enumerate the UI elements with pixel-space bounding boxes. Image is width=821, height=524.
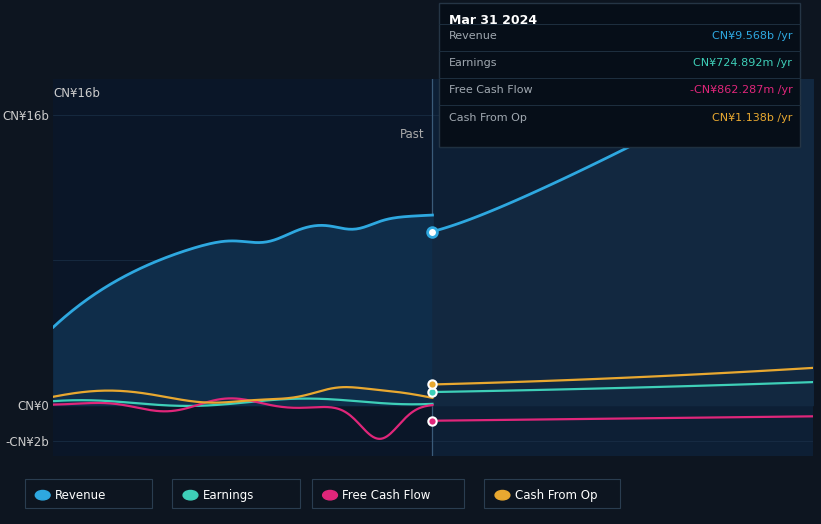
Text: Revenue: Revenue bbox=[55, 489, 107, 501]
Bar bbox=[433, 79, 813, 456]
Text: Free Cash Flow: Free Cash Flow bbox=[449, 85, 533, 95]
Text: Revenue: Revenue bbox=[449, 31, 498, 41]
Text: -CN¥862.287m /yr: -CN¥862.287m /yr bbox=[690, 85, 792, 95]
Text: Earnings: Earnings bbox=[203, 489, 255, 501]
Text: Analysts Forecasts: Analysts Forecasts bbox=[443, 127, 553, 140]
Text: CN¥9.568b /yr: CN¥9.568b /yr bbox=[712, 31, 792, 41]
Text: Cash From Op: Cash From Op bbox=[515, 489, 597, 501]
Text: Past: Past bbox=[401, 127, 425, 140]
Text: Earnings: Earnings bbox=[449, 58, 498, 68]
Text: Cash From Op: Cash From Op bbox=[449, 113, 527, 123]
Text: Free Cash Flow: Free Cash Flow bbox=[342, 489, 431, 501]
Text: CN¥16b: CN¥16b bbox=[53, 88, 100, 101]
Text: CN¥724.892m /yr: CN¥724.892m /yr bbox=[694, 58, 792, 68]
Text: Mar 31 2024: Mar 31 2024 bbox=[449, 14, 537, 27]
Text: CN¥1.138b /yr: CN¥1.138b /yr bbox=[712, 113, 792, 123]
